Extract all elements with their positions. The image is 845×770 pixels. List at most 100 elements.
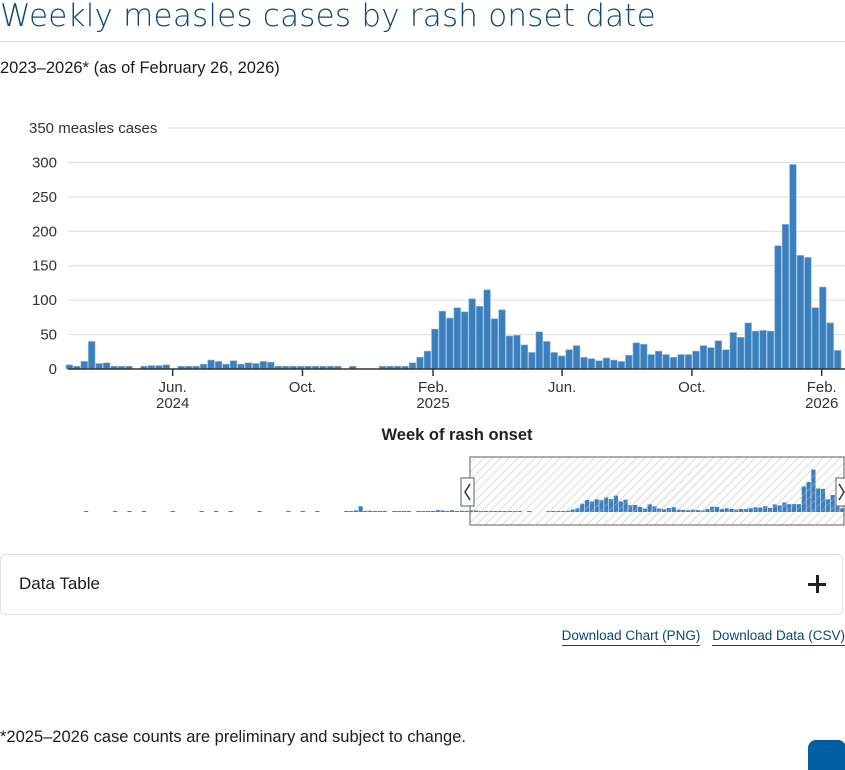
bar — [95, 363, 103, 370]
navigator-bar — [401, 511, 407, 512]
bar — [796, 255, 805, 370]
bar — [707, 347, 715, 370]
navigator-bar — [358, 506, 363, 512]
chevron-left-icon — [464, 483, 471, 501]
navigator-bar — [84, 511, 89, 512]
bar — [662, 354, 670, 370]
x-tick-label: Jun. — [548, 379, 576, 396]
bar-chart: 0 50 100 150 200 250 300 350 measles cases Jun.… — [29, 120, 845, 526]
navigator-bar — [300, 511, 305, 512]
bar — [475, 306, 484, 370]
navigator-bar — [368, 510, 373, 512]
navigator-bar — [214, 511, 219, 512]
navigator-bar — [416, 511, 421, 512]
bar — [461, 311, 469, 370]
navigator-bar — [382, 511, 387, 512]
bar — [834, 350, 842, 370]
x-tick-label: Oct. — [678, 379, 706, 396]
navigator-bar — [286, 511, 291, 512]
bar — [408, 362, 417, 370]
bar — [595, 360, 603, 370]
bar — [737, 337, 745, 370]
bar — [684, 354, 693, 370]
handle-box — [460, 477, 475, 507]
navigator-bar — [464, 510, 469, 512]
bar — [759, 330, 767, 370]
bar — [259, 361, 267, 370]
bar — [602, 357, 611, 370]
x-tick-year-label: 2025 — [416, 395, 449, 412]
data-table-accordion[interactable]: Data Table — [0, 554, 843, 615]
navigator-bar — [377, 511, 383, 512]
footnote: *2025–2026 case counts are preliminary a… — [0, 728, 466, 746]
bar — [647, 354, 655, 370]
bar — [535, 331, 543, 370]
bar — [774, 245, 782, 370]
navigator-left-handle[interactable] — [460, 477, 475, 507]
navigator-selection[interactable] — [469, 456, 845, 526]
bar — [244, 362, 252, 370]
bar — [789, 164, 797, 370]
bar — [826, 322, 834, 370]
bar — [722, 349, 730, 370]
y-axis: 0 50 100 150 200 250 300 350 measles cases — [29, 120, 157, 378]
bar — [714, 340, 722, 370]
navigator-bar — [348, 511, 354, 512]
download-data-link[interactable]: Download Data (CSV) — [712, 628, 845, 646]
bar — [520, 344, 529, 370]
bar — [423, 350, 432, 370]
plus-icon[interactable] — [808, 575, 826, 593]
navigator-bar — [392, 511, 397, 512]
x-tick-label: Feb. — [807, 379, 837, 396]
bar — [669, 356, 678, 370]
bar — [483, 289, 491, 370]
handle-box — [835, 477, 845, 507]
chevron-right-icon — [838, 483, 845, 501]
bar — [580, 356, 588, 370]
bar — [610, 359, 618, 370]
bar — [640, 343, 648, 370]
bar — [804, 257, 812, 370]
bar — [252, 363, 260, 370]
bar — [468, 298, 476, 370]
navigator-bar — [127, 511, 132, 512]
navigator-bar — [199, 511, 204, 512]
x-tick-label: Oct. — [289, 379, 317, 396]
bar — [655, 350, 663, 370]
title-divider — [0, 41, 845, 42]
download-chart-link[interactable]: Download Chart (PNG) — [561, 628, 701, 646]
bar — [528, 352, 536, 370]
navigator-bar — [315, 511, 320, 512]
x-axis-title: Week of rash onset — [382, 426, 533, 444]
bar — [543, 341, 551, 370]
bar — [103, 362, 111, 370]
navigator-right-handle[interactable] — [835, 477, 845, 507]
bar — [416, 356, 424, 370]
navigator-bar — [440, 510, 445, 512]
bars — [65, 164, 842, 370]
y-tick-label: 100 — [32, 292, 57, 309]
navigator-bar — [397, 511, 402, 512]
y-tick-label: 250 — [32, 189, 57, 206]
bar — [752, 330, 760, 370]
navigator-bar — [344, 511, 349, 512]
y-tick-label: 200 — [32, 223, 57, 240]
navigator[interactable] — [84, 456, 845, 526]
navigator-bar — [445, 511, 450, 512]
bar — [88, 341, 96, 370]
x-tick-year-label: 2024 — [156, 395, 189, 412]
navigator-bar — [421, 511, 426, 512]
navigator-bar — [170, 511, 175, 512]
data-table-label: Data Table — [19, 574, 100, 593]
navigator-bar — [141, 511, 147, 512]
navigator-bar — [425, 511, 431, 512]
bar — [625, 354, 633, 370]
bar — [513, 334, 521, 370]
bar — [699, 345, 708, 370]
bar — [781, 224, 790, 370]
back-to-top-button[interactable] — [808, 740, 845, 770]
bar — [438, 310, 446, 370]
bar — [229, 360, 238, 370]
bar — [617, 361, 625, 370]
